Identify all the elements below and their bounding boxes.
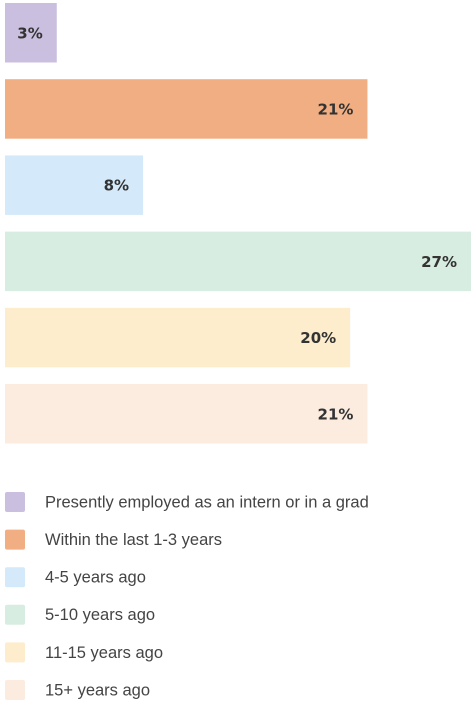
bar [5, 155, 144, 215]
legend-swatch [5, 642, 25, 663]
legend-swatch [5, 680, 25, 700]
value-label: 21% [318, 100, 354, 118]
legend-label: 15+ years ago [45, 681, 150, 699]
legend-swatch [5, 529, 25, 550]
legend-swatch [5, 604, 25, 625]
legend-label: 11-15 years ago [45, 644, 163, 662]
value-label: 21% [318, 405, 354, 423]
bar [5, 384, 368, 444]
bar [5, 231, 471, 292]
value-label: 20% [300, 329, 336, 347]
legend-label: 4-5 years ago [45, 569, 146, 587]
legend-label: Presently employed as an intern or in a … [45, 493, 369, 511]
value-label: 8% [104, 177, 129, 195]
legend-swatch [5, 567, 25, 588]
legend-label: Within the last 1-3 years [45, 531, 222, 549]
value-label: 3% [17, 24, 42, 42]
legend-swatch [5, 492, 25, 512]
bar [5, 307, 351, 368]
legend-label: 5-10 years ago [45, 606, 155, 624]
value-label: 27% [421, 253, 457, 271]
bar [5, 79, 368, 139]
bar [5, 3, 57, 63]
